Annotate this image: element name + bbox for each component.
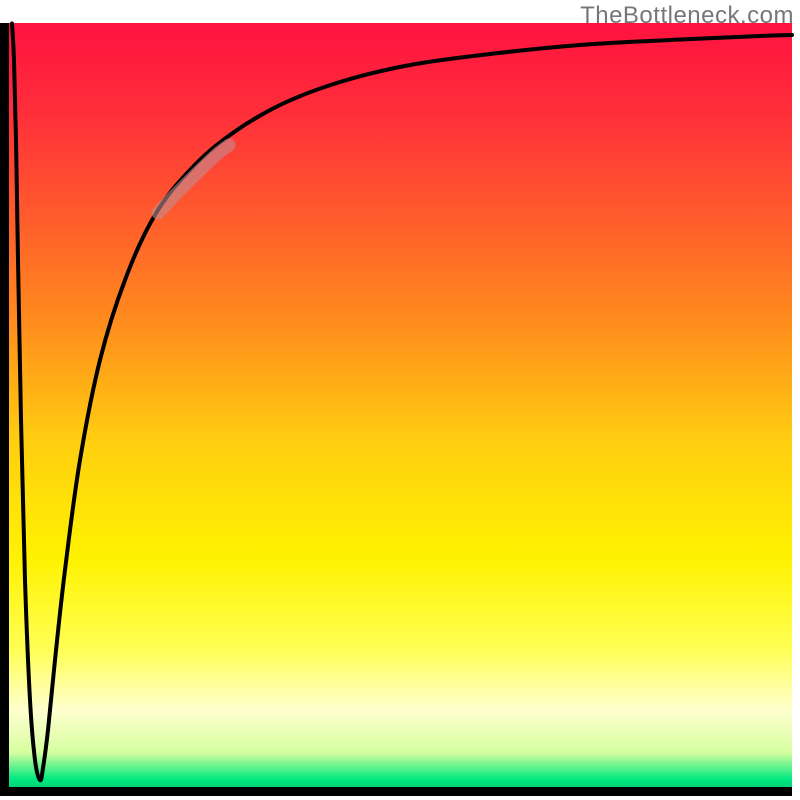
x-axis [0, 787, 792, 796]
y-axis [0, 23, 9, 796]
bottleneck-chart-container: TheBottleneck.com [0, 0, 800, 800]
chart-background [9, 23, 792, 787]
bottleneck-chart [0, 0, 800, 800]
